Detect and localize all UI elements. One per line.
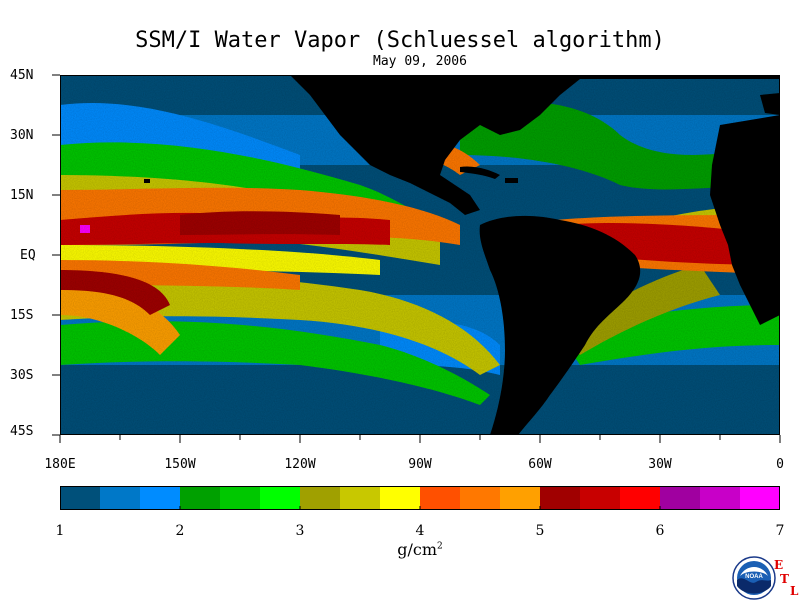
noaa-logo: NOAA — [732, 556, 776, 600]
colorbar-segment — [260, 486, 301, 510]
lat-label-45s: 45S — [10, 424, 34, 439]
colorbar-label-7: 7 — [775, 523, 785, 539]
colorbar-unit: g/cm2 — [397, 540, 443, 559]
colorbar-segment — [740, 486, 780, 510]
colorbar-segment — [140, 486, 181, 510]
colorbar-segment — [380, 486, 421, 510]
colorbar-label-4: 4 — [415, 523, 425, 539]
etl-logo-t: T — [780, 572, 789, 586]
colorbar-segment — [180, 486, 221, 510]
colorbar-segment — [100, 486, 141, 510]
map-date: May 09, 2006 — [373, 54, 467, 69]
lon-label-90w: 90W — [408, 457, 432, 472]
noaa-logo-text: NOAA — [745, 574, 763, 580]
colorbar-label-5: 5 — [535, 523, 545, 539]
colorbar-segment — [580, 486, 621, 510]
colorbar-segment — [540, 486, 581, 510]
lon-label-60w: 60W — [528, 457, 552, 472]
lat-label-30s: 30S — [10, 368, 34, 383]
colorbar-segment — [420, 486, 461, 510]
lon-label-30w: 30W — [648, 457, 672, 472]
colorbar — [60, 486, 780, 510]
colorbar-segment — [300, 486, 341, 510]
colorbar-segment — [220, 486, 261, 510]
colorbar-segment — [620, 486, 661, 510]
lat-label-eq: EQ — [20, 248, 36, 263]
colorbar-segment — [500, 486, 541, 510]
colorbar-segment — [340, 486, 381, 510]
lon-label-150w: 150W — [164, 457, 196, 472]
etl-logo-e: E — [774, 558, 784, 572]
lon-label-120w: 120W — [284, 457, 316, 472]
lon-label-180e: 180E — [44, 457, 76, 472]
etl-logo-l: L — [790, 584, 799, 598]
colorbar-label-3: 3 — [295, 523, 305, 539]
unit-exponent: 2 — [437, 541, 443, 552]
colorbar-label-2: 2 — [175, 523, 185, 539]
lon-label-0: 0 — [776, 457, 784, 472]
colorbar-label-1: 1 — [55, 523, 65, 539]
water-vapor-map — [60, 75, 780, 435]
unit-base: g/cm — [397, 540, 438, 559]
colorbar-segment — [660, 486, 701, 510]
map-title: SSM/I Water Vapor (Schluessel algorithm) — [135, 28, 665, 53]
colorbar-segment — [700, 486, 741, 510]
lat-label-15n: 15N — [10, 188, 34, 203]
lat-label-15s: 15S — [10, 308, 34, 323]
lat-label-30n: 30N — [10, 128, 34, 143]
lat-label-45n: 45N — [10, 68, 34, 83]
colorbar-label-6: 6 — [655, 523, 665, 539]
colorbar-segment — [460, 486, 501, 510]
colorbar-segment — [60, 486, 101, 510]
